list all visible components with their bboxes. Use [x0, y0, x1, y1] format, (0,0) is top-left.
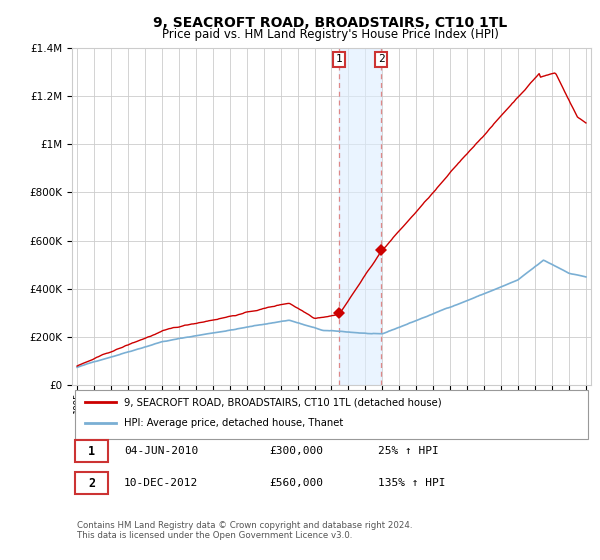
Text: HPI: Average price, detached house, Thanet: HPI: Average price, detached house, Than…	[124, 418, 343, 428]
Text: 10-DEC-2012: 10-DEC-2012	[124, 478, 198, 488]
Text: 2: 2	[377, 54, 385, 64]
Text: £560,000: £560,000	[269, 478, 323, 488]
FancyBboxPatch shape	[74, 440, 109, 463]
Text: £300,000: £300,000	[269, 446, 323, 456]
Text: 9, SEACROFT ROAD, BROADSTAIRS, CT10 1TL: 9, SEACROFT ROAD, BROADSTAIRS, CT10 1TL	[153, 16, 507, 30]
Bar	[339, 48, 381, 385]
Text: Price paid vs. HM Land Registry's House Price Index (HPI): Price paid vs. HM Land Registry's House …	[161, 28, 499, 41]
Text: 1: 1	[88, 445, 95, 458]
Text: 2: 2	[88, 477, 95, 490]
Text: 1: 1	[336, 54, 343, 64]
Text: 04-JUN-2010: 04-JUN-2010	[124, 446, 198, 456]
FancyBboxPatch shape	[74, 473, 109, 494]
FancyBboxPatch shape	[74, 390, 589, 438]
Text: 25% ↑ HPI: 25% ↑ HPI	[378, 446, 439, 456]
Text: Contains HM Land Registry data © Crown copyright and database right 2024.
This d: Contains HM Land Registry data © Crown c…	[77, 521, 413, 540]
Text: 9, SEACROFT ROAD, BROADSTAIRS, CT10 1TL (detached house): 9, SEACROFT ROAD, BROADSTAIRS, CT10 1TL …	[124, 398, 442, 407]
Text: 135% ↑ HPI: 135% ↑ HPI	[378, 478, 446, 488]
